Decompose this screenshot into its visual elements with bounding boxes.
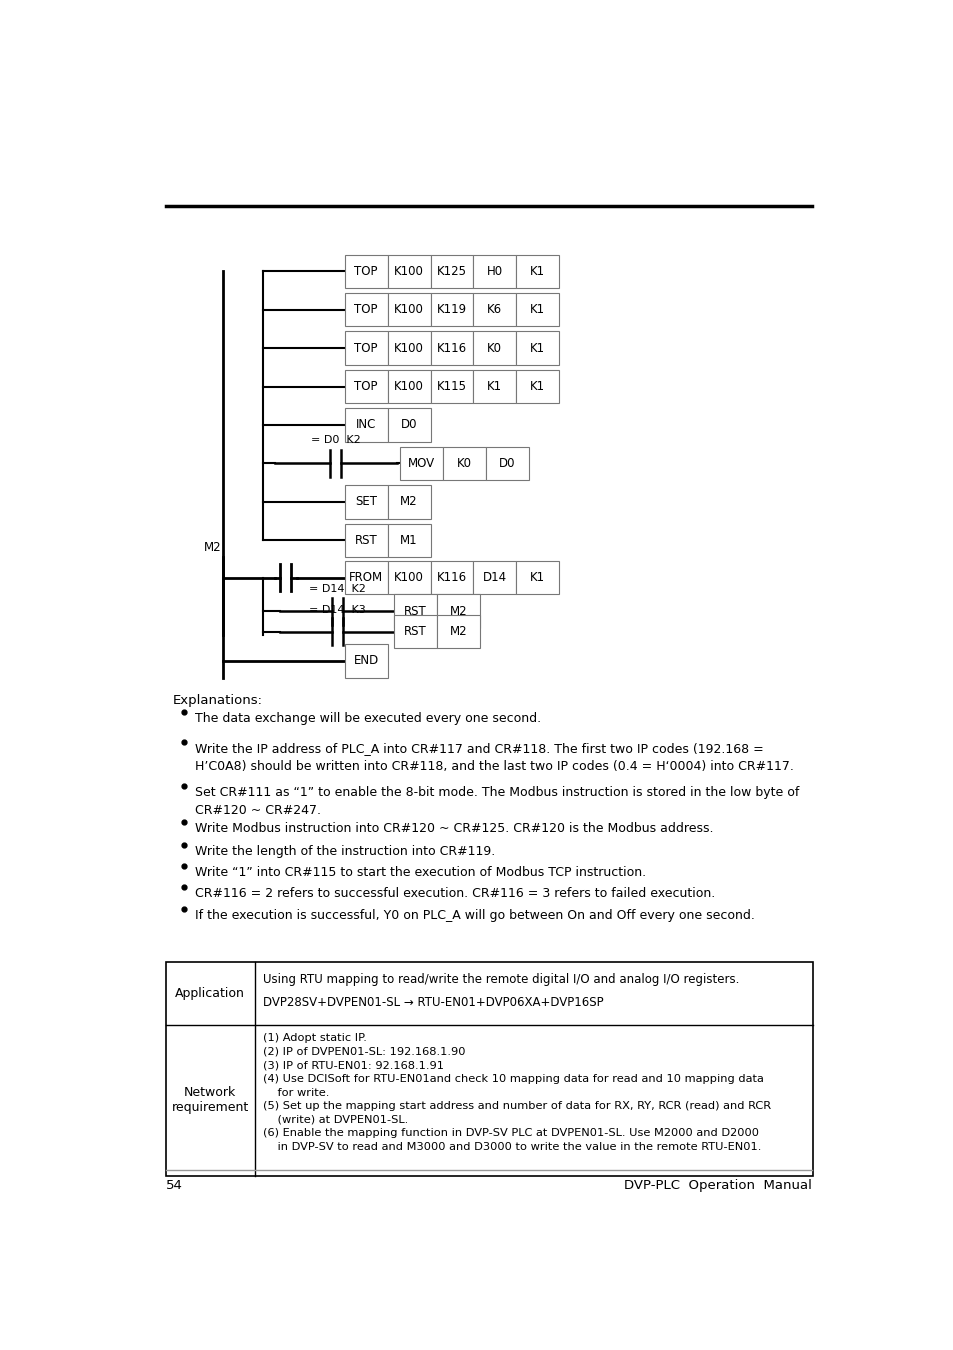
Text: K125: K125 <box>436 265 466 278</box>
Bar <box>394 594 436 628</box>
Text: = D14  K2: = D14 K2 <box>309 585 365 594</box>
Text: MOV: MOV <box>408 456 435 470</box>
Text: = D0  K2: = D0 K2 <box>311 435 360 444</box>
Text: K0: K0 <box>487 342 502 355</box>
Bar <box>442 447 485 481</box>
Bar <box>436 594 479 628</box>
Bar <box>387 485 430 518</box>
Text: DVP28SV+DVPEN01-SL → RTU-EN01+DVP06XA+DVP16SP: DVP28SV+DVPEN01-SL → RTU-EN01+DVP06XA+DV… <box>263 996 603 1008</box>
Bar <box>166 963 812 1176</box>
Text: K1: K1 <box>530 265 545 278</box>
Bar <box>516 255 558 288</box>
Bar <box>436 616 479 648</box>
Bar <box>344 485 387 518</box>
Bar <box>344 255 387 288</box>
Text: 54: 54 <box>166 1179 183 1192</box>
Bar <box>387 524 430 558</box>
Text: FROM: FROM <box>349 571 383 585</box>
Text: (1) Adopt static IP.
(2) IP of DVPEN01-SL: 192.168.1.90
(3) IP of RTU-EN01: 92.1: (1) Adopt static IP. (2) IP of DVPEN01-S… <box>263 1033 771 1152</box>
Bar <box>473 562 516 594</box>
Text: K116: K116 <box>436 571 467 585</box>
Text: DVP-PLC  Operation  Manual: DVP-PLC Operation Manual <box>623 1179 811 1192</box>
Text: TOP: TOP <box>355 304 377 316</box>
Text: K1: K1 <box>530 381 545 393</box>
Bar <box>430 293 473 327</box>
Bar <box>387 332 430 365</box>
Bar <box>344 644 387 678</box>
Text: The data exchange will be executed every one second.: The data exchange will be executed every… <box>195 711 541 725</box>
Bar <box>344 293 387 327</box>
Text: K100: K100 <box>394 381 423 393</box>
Bar <box>516 332 558 365</box>
Text: INC: INC <box>355 418 376 432</box>
Text: K100: K100 <box>394 265 423 278</box>
Text: = D14  K3: = D14 K3 <box>309 605 365 616</box>
Text: M2: M2 <box>449 625 467 639</box>
Text: K100: K100 <box>394 571 423 585</box>
Bar <box>387 408 430 441</box>
Bar <box>387 293 430 327</box>
Text: TOP: TOP <box>355 265 377 278</box>
Text: Write the length of the instruction into CR#119.: Write the length of the instruction into… <box>195 845 496 859</box>
Bar <box>387 562 430 594</box>
Text: M1: M1 <box>400 533 417 547</box>
Text: RST: RST <box>404 625 427 639</box>
Text: M2: M2 <box>203 541 221 554</box>
Bar <box>387 255 430 288</box>
Bar <box>430 332 473 365</box>
Text: K0: K0 <box>456 456 472 470</box>
Text: K116: K116 <box>436 342 467 355</box>
Bar <box>430 370 473 404</box>
Bar <box>344 332 387 365</box>
Bar <box>394 616 436 648</box>
Text: K1: K1 <box>530 342 545 355</box>
Text: K1: K1 <box>487 381 502 393</box>
Text: M2: M2 <box>400 495 417 509</box>
Text: Write Modbus instruction into CR#120 ~ CR#125. CR#120 is the Modbus address.: Write Modbus instruction into CR#120 ~ C… <box>195 822 713 836</box>
Bar <box>473 293 516 327</box>
Text: K1: K1 <box>530 571 545 585</box>
Text: Using RTU mapping to read/write the remote digital I/O and analog I/O registers.: Using RTU mapping to read/write the remo… <box>263 973 739 985</box>
Text: D14: D14 <box>482 571 506 585</box>
Text: Explanations:: Explanations: <box>173 694 263 707</box>
Text: SET: SET <box>355 495 376 509</box>
Bar <box>387 370 430 404</box>
Text: RST: RST <box>355 533 377 547</box>
Bar <box>430 562 473 594</box>
Text: D0: D0 <box>400 418 416 432</box>
Bar <box>344 370 387 404</box>
Bar <box>430 255 473 288</box>
Text: K1: K1 <box>530 304 545 316</box>
Text: END: END <box>354 655 378 667</box>
Text: CR#116 = 2 refers to successful execution. CR#116 = 3 refers to failed execution: CR#116 = 2 refers to successful executio… <box>195 887 715 899</box>
Text: K119: K119 <box>436 304 467 316</box>
Text: H0: H0 <box>486 265 502 278</box>
Text: K6: K6 <box>487 304 502 316</box>
Text: K100: K100 <box>394 304 423 316</box>
Bar <box>473 332 516 365</box>
Text: TOP: TOP <box>355 342 377 355</box>
Text: D0: D0 <box>498 456 516 470</box>
Bar <box>344 524 387 558</box>
Text: Network
requirement: Network requirement <box>172 1087 249 1114</box>
Text: M2: M2 <box>449 605 467 617</box>
Bar <box>473 255 516 288</box>
Bar <box>516 293 558 327</box>
Text: Application: Application <box>175 987 245 1000</box>
Bar <box>516 562 558 594</box>
Bar <box>344 408 387 441</box>
Bar <box>473 370 516 404</box>
Text: Write the IP address of PLC_A into CR#117 and CR#118. The first two IP codes (19: Write the IP address of PLC_A into CR#11… <box>195 743 794 774</box>
Text: K100: K100 <box>394 342 423 355</box>
Text: Write “1” into CR#115 to start the execution of Modbus TCP instruction.: Write “1” into CR#115 to start the execu… <box>195 865 646 879</box>
Bar <box>485 447 528 481</box>
Text: Set CR#111 as “1” to enable the 8-bit mode. The Modbus instruction is stored in : Set CR#111 as “1” to enable the 8-bit mo… <box>195 786 799 817</box>
Bar <box>344 562 387 594</box>
Bar <box>516 370 558 404</box>
Text: If the execution is successful, Y0 on PLC_A will go between On and Off every one: If the execution is successful, Y0 on PL… <box>195 910 755 922</box>
Text: K115: K115 <box>436 381 466 393</box>
Text: RST: RST <box>404 605 427 617</box>
Bar <box>400 447 442 481</box>
Text: TOP: TOP <box>355 381 377 393</box>
